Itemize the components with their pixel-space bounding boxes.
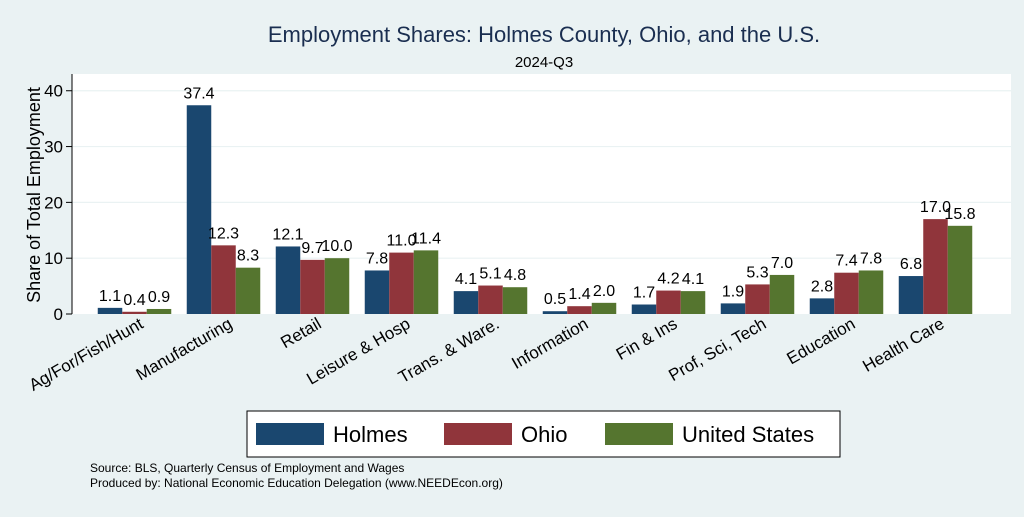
data-label: 7.8 — [366, 250, 388, 267]
data-label: 8.3 — [237, 248, 259, 265]
data-label: 2.0 — [593, 283, 615, 300]
data-label: 17.0 — [920, 199, 951, 216]
bar — [478, 285, 503, 314]
data-label: 5.3 — [746, 264, 768, 281]
bar — [720, 303, 746, 314]
y-tick-label: 40 — [44, 82, 63, 101]
y-axis-label: Share of Total Employment — [24, 87, 44, 303]
chart-subtitle: 2024-Q3 — [515, 54, 573, 71]
source-note: Source: BLS, Quarterly Census of Employm… — [90, 461, 404, 475]
bar — [235, 267, 261, 314]
y-tick-label: 20 — [44, 193, 63, 212]
data-label: 7.4 — [835, 253, 857, 270]
bar — [122, 311, 147, 314]
legend-label: Holmes — [333, 422, 408, 447]
legend-swatch — [605, 423, 673, 445]
data-label: 6.8 — [900, 256, 922, 273]
data-label: 5.1 — [479, 266, 501, 283]
data-label: 1.9 — [722, 283, 744, 300]
bar — [413, 250, 439, 314]
bar — [567, 306, 592, 314]
bar — [364, 270, 390, 314]
bars — [97, 105, 973, 314]
bar — [631, 304, 657, 314]
data-label: 0.4 — [123, 292, 145, 309]
bar — [542, 311, 568, 314]
legend-entries: Holmes Ohio United States — [256, 422, 814, 447]
data-label: 1.1 — [99, 288, 121, 305]
bar — [834, 272, 859, 314]
data-label: 37.4 — [183, 85, 214, 102]
legend-swatch — [444, 423, 512, 445]
legend-label: United States — [682, 422, 814, 447]
bar — [389, 252, 414, 314]
data-label: 1.7 — [633, 285, 655, 302]
bar — [324, 258, 350, 314]
bar — [656, 290, 681, 314]
data-label: 7.8 — [860, 250, 882, 267]
data-label: 4.8 — [504, 267, 526, 284]
bar — [947, 225, 973, 314]
bar — [680, 291, 706, 314]
data-label: 0.9 — [148, 289, 170, 306]
bar — [898, 276, 924, 314]
produced-by-note: Produced by: National Economic Education… — [90, 476, 503, 490]
data-label: 7.0 — [771, 255, 793, 272]
chart-title: Employment Shares: Holmes County, Ohio, … — [268, 22, 820, 47]
bar — [591, 302, 617, 314]
data-label: 0.5 — [544, 291, 566, 308]
y-tick-label: 0 — [54, 305, 63, 324]
data-label: 15.8 — [944, 206, 975, 223]
bar — [858, 270, 884, 314]
legend-box — [246, 410, 841, 458]
bar — [502, 287, 528, 314]
bar — [275, 246, 301, 314]
data-label: 11.4 — [411, 230, 441, 247]
legend-label: Ohio — [521, 422, 567, 447]
data-label: 11.0 — [387, 233, 417, 250]
data-label: 10.0 — [321, 238, 352, 255]
bar — [211, 245, 236, 314]
bar — [809, 298, 835, 314]
data-label: 12.3 — [208, 225, 239, 242]
bar — [745, 284, 770, 314]
bar — [453, 291, 479, 314]
data-label: 4.1 — [455, 271, 477, 288]
bar — [923, 219, 948, 314]
bar — [146, 308, 172, 314]
bar — [769, 274, 795, 314]
bar — [97, 307, 123, 314]
y-tick-label: 10 — [44, 249, 63, 268]
data-label: 2.8 — [811, 278, 833, 295]
bar — [186, 105, 212, 314]
bar — [300, 259, 325, 314]
data-label: 12.1 — [272, 226, 303, 243]
legend-swatch — [256, 423, 324, 445]
data-labels: 1.1 0.4 0.937.412.38.312.19.710.07.811.011… — [99, 85, 976, 309]
data-label: 9.7 — [301, 240, 323, 257]
y-axis-ticks: 0 10 20 30 40 — [44, 82, 72, 324]
legend: Holmes Ohio United States — [246, 410, 841, 458]
data-label: 4.2 — [657, 271, 679, 288]
data-label: 1.4 — [568, 286, 590, 303]
y-tick-label: 30 — [44, 138, 63, 157]
data-label: 4.1 — [682, 271, 704, 288]
